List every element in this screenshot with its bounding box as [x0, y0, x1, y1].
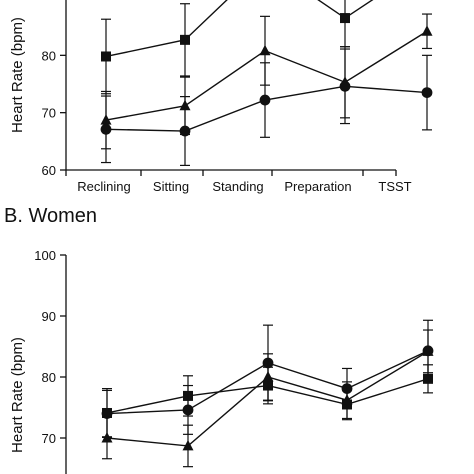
data-point — [101, 432, 113, 443]
data-point — [341, 394, 353, 405]
data-point — [340, 13, 350, 24]
data-point — [422, 345, 434, 356]
x-tick-label: Sitting — [153, 179, 189, 194]
series-triangle — [101, 329, 434, 468]
panel-title: B. Women — [4, 205, 97, 227]
series-triangle — [100, 13, 433, 150]
series-line — [105, 0, 374, 58]
data-point — [259, 44, 271, 56]
data-point — [180, 34, 190, 45]
axes: 70 80 90 100 — [34, 248, 67, 474]
data-point — [421, 87, 433, 98]
series-line — [105, 85, 428, 132]
y-axis-title: Heart Rate (bpm) — [9, 17, 26, 133]
x-tick-label: Reclining — [77, 179, 130, 194]
panel-women: 70 80 90 100 Heart Rate (bpm) B. Women — [4, 205, 434, 474]
data-point — [101, 408, 113, 419]
data-point — [262, 371, 274, 382]
y-axis-title: Heart Rate (bpm) — [9, 337, 26, 453]
series-circle — [101, 319, 434, 438]
y-tick-label: 100 — [34, 248, 56, 263]
data-point — [339, 80, 351, 92]
y-tick-label: 80 — [42, 370, 56, 385]
y-tick-label: 80 — [42, 48, 56, 63]
y-tick-label: 60 — [42, 163, 56, 178]
data-point — [101, 51, 111, 62]
y-tick-label: 90 — [42, 309, 56, 324]
data-point — [182, 439, 194, 451]
panel-men: 60 70 80 Heart Rate (bpm) Reclining Sitting St… — [9, 0, 433, 194]
data-point — [100, 123, 112, 135]
y-tick-label: 70 — [42, 431, 56, 446]
x-tick-label: TSST — [378, 179, 411, 194]
series-circle — [100, 48, 433, 167]
data-point — [421, 25, 433, 36]
data-point — [259, 94, 271, 106]
series-line — [105, 30, 428, 121]
axes: 60 70 80 — [42, 0, 397, 178]
x-tick-label: Preparation — [284, 179, 351, 194]
series-square — [101, 0, 374, 95]
data-point — [179, 125, 191, 137]
data-point — [182, 404, 194, 416]
y-tick-label: 70 — [42, 106, 56, 121]
x-tick-label: Standing — [212, 179, 263, 194]
